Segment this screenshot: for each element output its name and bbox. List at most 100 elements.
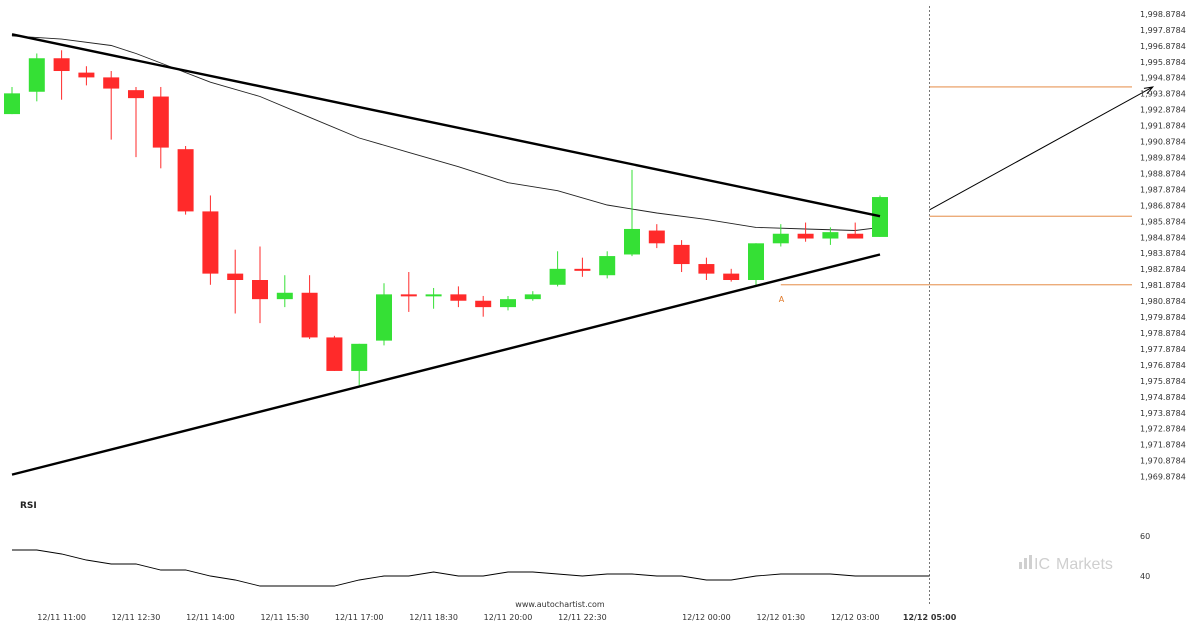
- price-tick-label: 1,969.8784: [1140, 473, 1186, 482]
- candle-body: [28, 58, 45, 92]
- rsi-line: [12, 549, 930, 587]
- price-tick-label: 1,972.8784: [1140, 425, 1186, 434]
- candle-body: [301, 292, 318, 338]
- candle: [648, 224, 665, 249]
- candle-body: [723, 273, 740, 281]
- time-tick-label: 12/11 18:30: [409, 613, 458, 622]
- candle: [425, 287, 442, 309]
- candle-body: [252, 280, 268, 300]
- candle: [202, 195, 219, 285]
- candle: [847, 222, 864, 239]
- candle: [549, 251, 566, 287]
- price-tick-label: 1,970.8784: [1140, 457, 1186, 466]
- candle-body: [698, 264, 715, 274]
- price-tick-label: 1,996.8784: [1140, 42, 1186, 51]
- candle: [797, 222, 814, 242]
- pattern-point-label: A: [779, 295, 785, 304]
- rsi-tick-label: 40: [1140, 572, 1150, 581]
- price-tick-label: 1,989.8784: [1140, 154, 1186, 163]
- price-tick-label: 1,983.8784: [1140, 249, 1186, 258]
- time-tick-label: 12/11 20:00: [484, 613, 533, 622]
- price-tick-label: 1,998.8784: [1140, 10, 1186, 19]
- candle: [28, 53, 45, 102]
- candle: [376, 283, 392, 346]
- time-tick-label: 12/12 00:00: [682, 613, 731, 622]
- candle-body: [648, 230, 665, 244]
- price-tick-label: 1,981.8784: [1140, 281, 1186, 290]
- time-tick-label: 12/12 03:00: [831, 613, 880, 622]
- candle-body: [822, 232, 839, 239]
- candle-body: [425, 294, 442, 297]
- candle: [276, 275, 293, 308]
- moving-average-layer: [11, 35, 881, 231]
- candle-body: [524, 294, 541, 300]
- candle: [475, 295, 492, 317]
- candle-body: [326, 337, 343, 371]
- price-tick-label: 1,991.8784: [1140, 122, 1186, 131]
- price-tick-label: 1,995.8784: [1140, 58, 1186, 67]
- candle-body: [128, 90, 144, 99]
- candle: [128, 86, 144, 158]
- candle-body: [227, 273, 244, 281]
- candle-body: [673, 244, 690, 265]
- candle: [78, 66, 95, 86]
- price-tick-label: 1,974.8784: [1140, 393, 1186, 402]
- candle: [252, 246, 268, 324]
- candle: [748, 243, 764, 287]
- time-tick-label: 12/11 14:00: [186, 613, 235, 622]
- trendline-lower: [11, 253, 881, 476]
- price-tick-label: 1,988.8784: [1140, 169, 1186, 178]
- candle-body: [376, 294, 392, 341]
- time-axis: 12/11 11:00 12/11 12:30 12/11 14:00 12/11 1…: [37, 613, 956, 622]
- trendlines-layer: [11, 33, 881, 476]
- price-tick-label: 1,973.8784: [1140, 409, 1186, 418]
- icmarkets-logo[interactable]: IC Markets: [1019, 555, 1113, 573]
- candle: [500, 295, 516, 311]
- forecast-arrow-line: [929, 86, 1154, 211]
- candle: [177, 145, 194, 215]
- trendline-upper: [11, 33, 881, 218]
- forecast-arrow-head: [1143, 86, 1155, 95]
- time-tick-label: 12/12 05:00: [903, 613, 957, 622]
- candle-body: [500, 299, 516, 308]
- candle-body: [574, 268, 591, 271]
- candle: [450, 286, 467, 308]
- candle: [152, 86, 169, 169]
- website-watermark[interactable]: www.autochartist.com: [515, 600, 605, 609]
- candle: [227, 249, 244, 314]
- candle: [400, 272, 417, 312]
- time-tick-label: 12/12 01:30: [756, 613, 805, 622]
- price-axis: 1,998.8784 1,997.8784 1,996.8784 1,995.8784…: [1140, 10, 1186, 482]
- candle-body: [152, 96, 169, 148]
- rsi-tick-label: 60: [1140, 532, 1150, 541]
- candle: [4, 86, 20, 115]
- candle: [822, 227, 839, 245]
- candle: [326, 335, 343, 371]
- price-tick-label: 1,987.8784: [1140, 185, 1186, 194]
- moving-average-line: [11, 35, 881, 231]
- candle-body: [624, 228, 640, 255]
- time-tick-label: 12/11 12:30: [112, 613, 161, 622]
- candle-body: [797, 233, 814, 239]
- candle-body: [351, 343, 368, 371]
- candle-body: [53, 58, 70, 72]
- candle: [351, 343, 368, 386]
- candle: [698, 257, 715, 281]
- candle: [301, 275, 318, 340]
- candle: [673, 240, 690, 273]
- rsi-panel: 60 40: [12, 532, 1150, 587]
- candle: [624, 169, 640, 257]
- candle: [103, 71, 120, 140]
- rsi-title: RSI: [20, 501, 37, 511]
- candle-body: [202, 211, 219, 274]
- candles-layer: [4, 50, 888, 386]
- price-tick-label: 1,993.8784: [1140, 90, 1186, 99]
- price-tick-label: 1,978.8784: [1140, 329, 1186, 338]
- price-tick-label: 1,975.8784: [1140, 377, 1186, 386]
- price-tick-label: 1,976.8784: [1140, 361, 1186, 370]
- candle: [574, 257, 591, 277]
- resistance-levels-layer: A: [779, 86, 1155, 304]
- time-tick-label: 12/11 15:30: [260, 613, 309, 622]
